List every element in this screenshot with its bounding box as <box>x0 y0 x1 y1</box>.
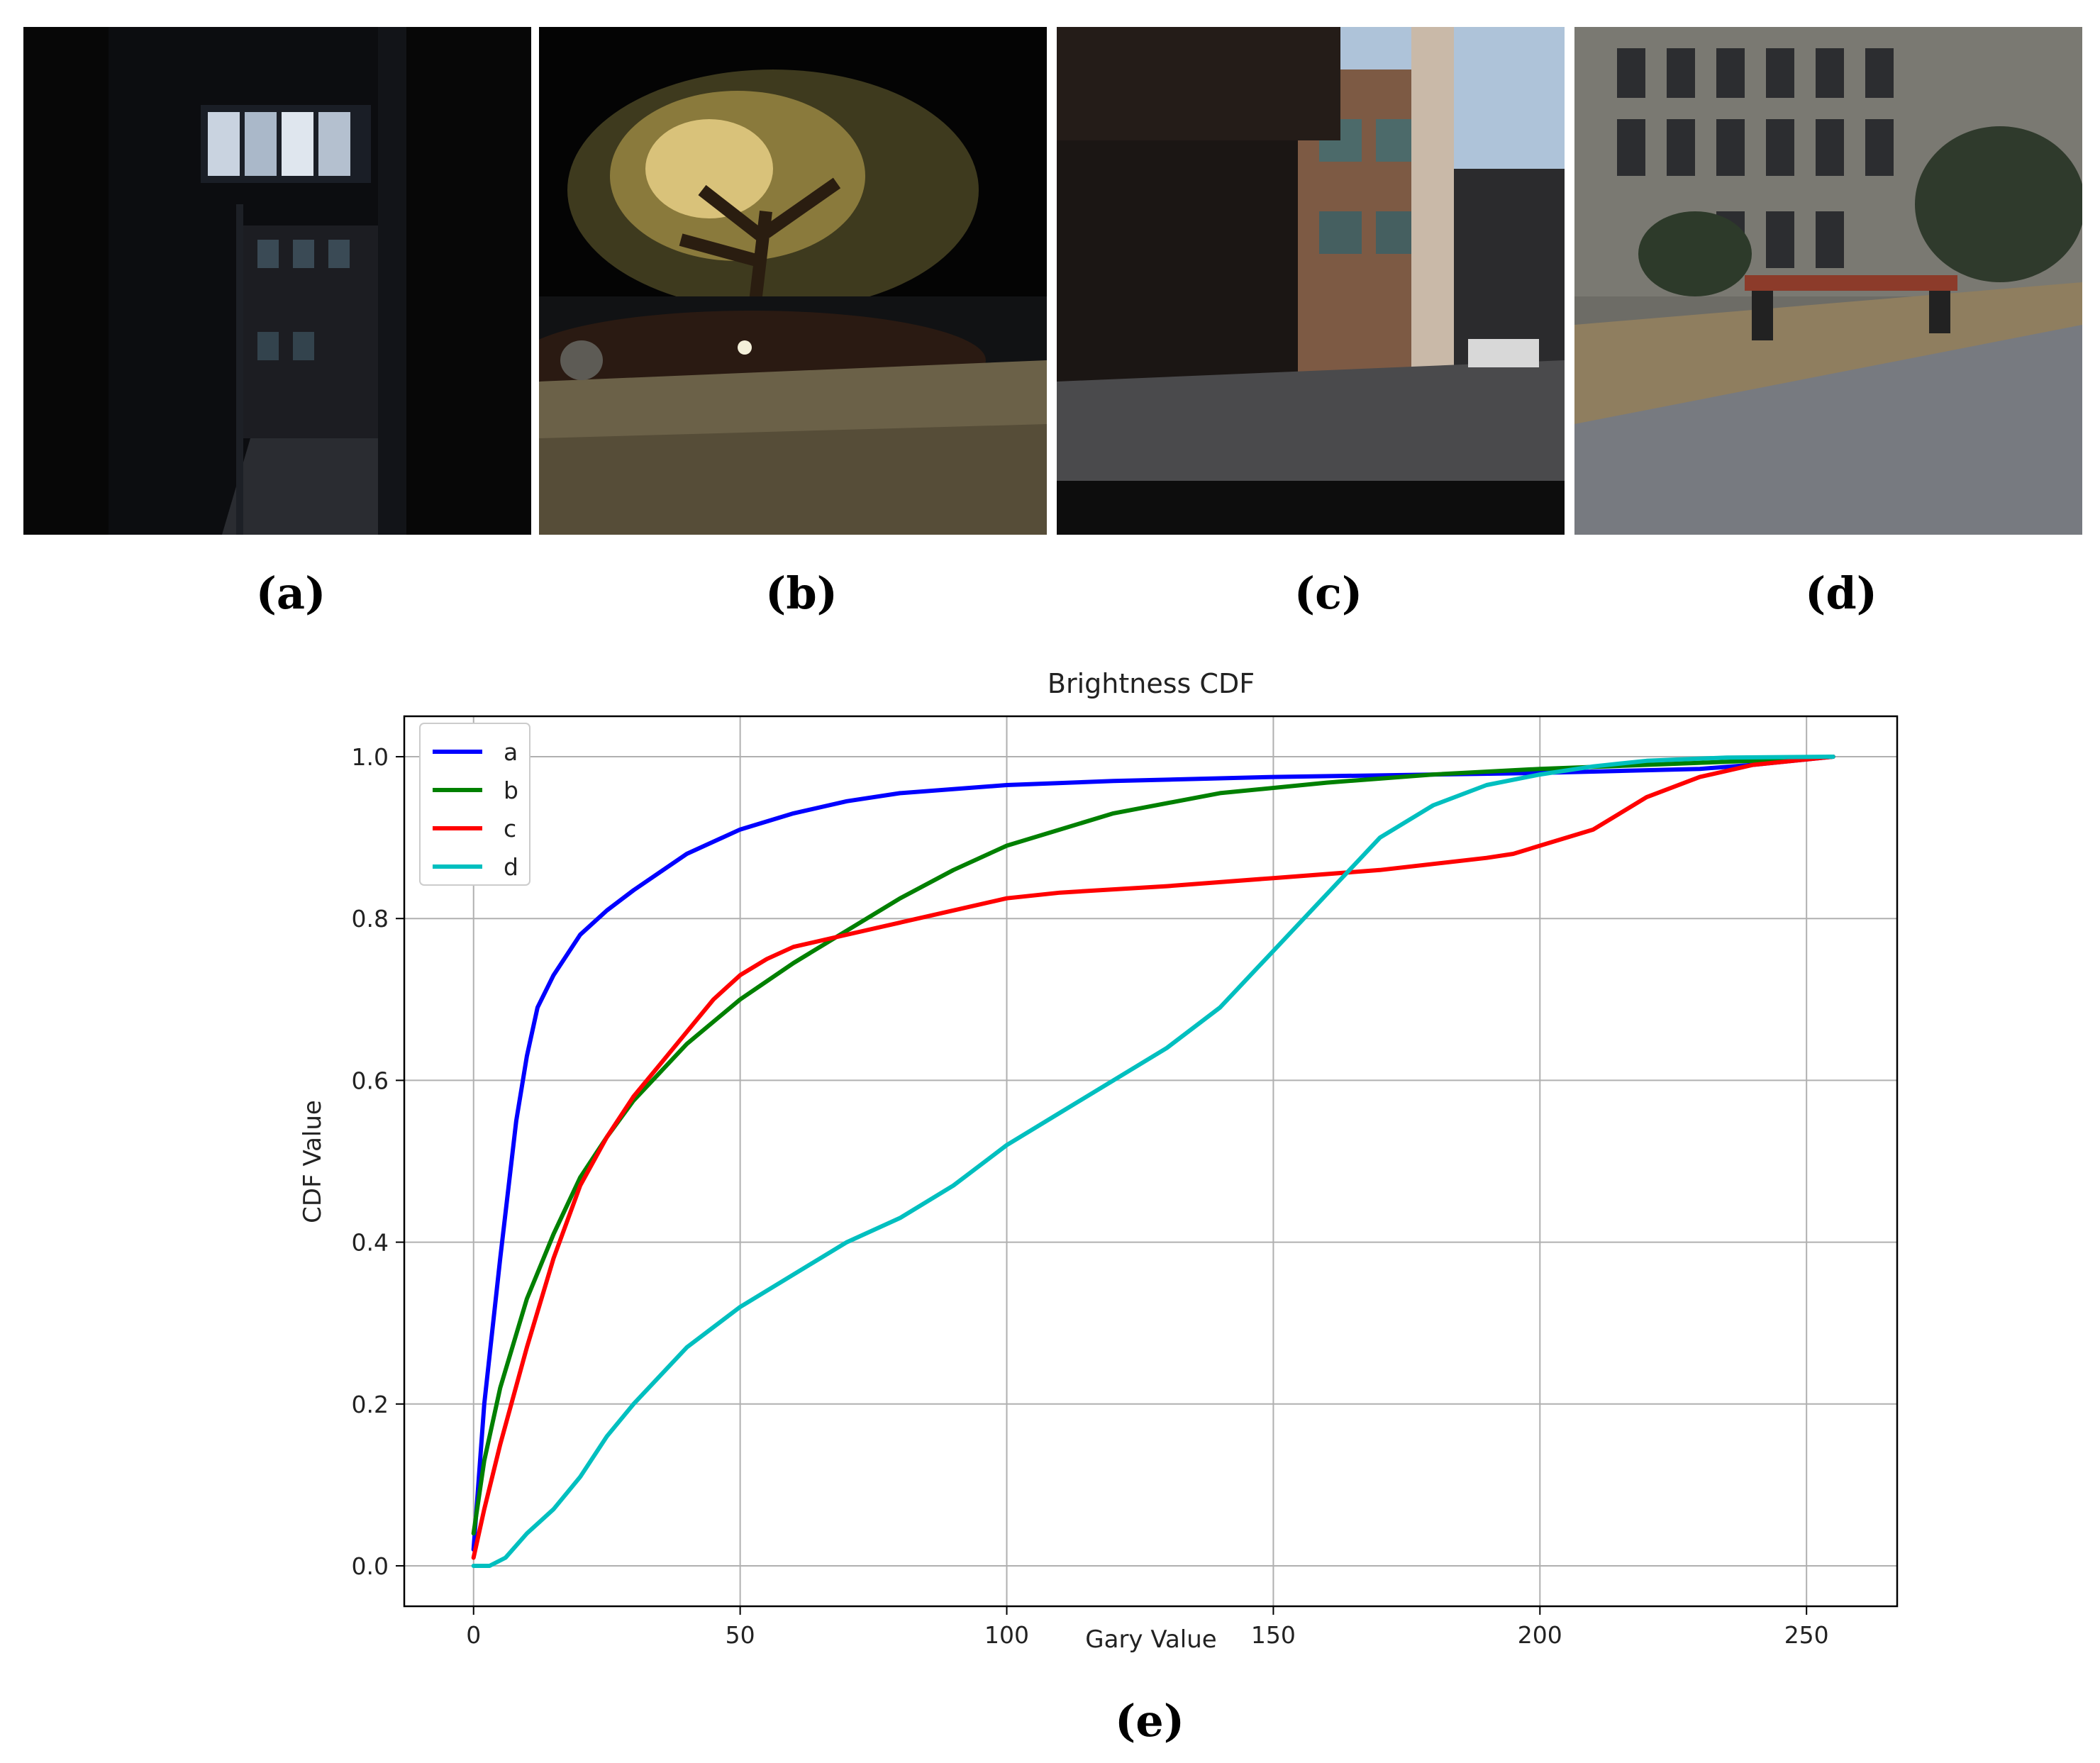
x-tick-label: 250 <box>1784 1621 1829 1649</box>
photo-a-dark-building-corridor <box>23 27 531 535</box>
series-line-c <box>471 755 1835 1560</box>
x-tick-label: 100 <box>984 1621 1029 1649</box>
brightness-cdf-chart: 0 50 100 150 200 250 0.0 0.2 0.4 0.6 0.8 1.0 Bright… <box>270 652 1915 1674</box>
chart-title: Brightness CDF <box>1048 668 1255 699</box>
legend-label-a: a <box>504 738 518 766</box>
y-tick-label: 0.2 <box>352 1391 389 1418</box>
legend-label-b: b <box>504 777 518 804</box>
y-axis-label: CDF Value <box>299 1100 327 1223</box>
legend-label-c: c <box>504 815 516 842</box>
panel-label-e: (e) <box>1114 1695 1185 1747</box>
x-tick-label: 200 <box>1518 1621 1562 1649</box>
photo-d-campus-bench-day <box>1574 27 2082 535</box>
x-tick-label: 50 <box>726 1621 755 1649</box>
plot-frame <box>403 715 1899 1608</box>
y-tick-label: 0.8 <box>352 905 389 933</box>
photo-b-lit-pine-tree-night <box>539 27 1047 535</box>
series-line-b <box>471 755 1835 1536</box>
x-tick-label: 0 <box>466 1621 481 1649</box>
y-tick-label: 0.0 <box>352 1552 389 1580</box>
series-lines <box>471 755 1835 1568</box>
panel-label-b: (b) <box>765 567 838 619</box>
y-tick-label: 0.4 <box>352 1229 389 1257</box>
series-line-a <box>471 755 1835 1552</box>
panel-label-d: (d) <box>1804 567 1878 619</box>
y-tick-label: 1.0 <box>352 743 389 771</box>
panel-label-a: (a) <box>255 567 326 619</box>
legend-box <box>419 723 530 886</box>
x-axis-label: Gary Value <box>1085 1625 1216 1654</box>
panel-label-c: (c) <box>1294 567 1363 619</box>
grid-lines <box>404 716 1897 1606</box>
legend-label-d: d <box>504 853 518 881</box>
axis-ticks: 0 50 100 150 200 250 0.0 0.2 0.4 0.6 0.8 1.0 <box>352 743 1829 1649</box>
x-tick-label: 150 <box>1251 1621 1296 1649</box>
photo-c-brick-buildings-shadow <box>1057 27 1565 535</box>
series-line-d <box>471 755 1835 1568</box>
y-tick-label: 0.6 <box>352 1067 389 1094</box>
